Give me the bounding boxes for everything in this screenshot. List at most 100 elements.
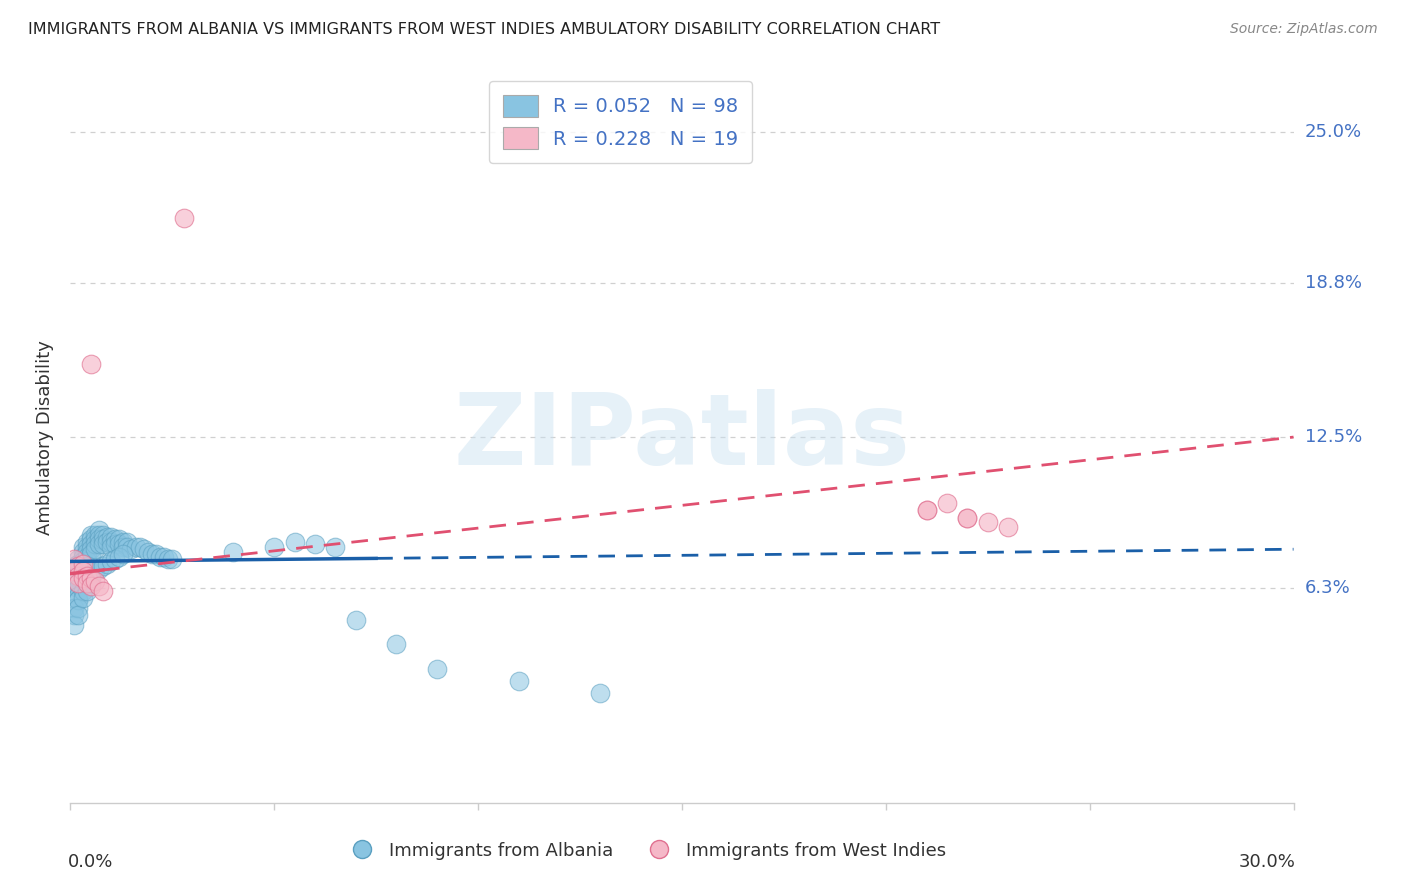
Point (76, 559, 98, 574)
Point (67, 576, 90, 591)
Point (76, 535, 98, 549)
Point (72, 583, 94, 598)
Point (385, 637, 408, 651)
Point (91, 533, 114, 547)
Point (76, 569, 98, 583)
Point (67, 562, 90, 576)
Point (79, 357, 103, 371)
Text: IMMIGRANTS FROM ALBANIA VS IMMIGRANTS FROM WEST INDIES AMBULATORY DISABILITY COR: IMMIGRANTS FROM ALBANIA VS IMMIGRANTS FR… (28, 22, 941, 37)
Point (72, 554, 94, 568)
Point (173, 211, 195, 225)
Point (263, 540, 285, 554)
Point (67, 593, 90, 607)
Point (72, 557, 94, 571)
Point (162, 552, 183, 566)
Point (323, 540, 347, 554)
Point (87, 527, 110, 541)
Point (67, 581, 90, 595)
Point (117, 535, 139, 549)
Text: ZIPatlas: ZIPatlas (454, 389, 910, 485)
Point (112, 540, 135, 554)
Point (79, 537, 103, 551)
Point (117, 540, 139, 554)
Point (100, 554, 122, 568)
Point (76, 544, 98, 558)
Point (87, 537, 110, 551)
Point (344, 613, 367, 627)
Point (63, 569, 86, 583)
Point (76, 576, 98, 591)
Point (63, 608, 86, 623)
Point (145, 547, 167, 561)
Point (508, 673, 530, 688)
Point (976, 516, 998, 530)
Point (63, 617, 86, 632)
Y-axis label: Ambulatory Disability: Ambulatory Disability (37, 340, 55, 534)
Point (79, 572, 103, 586)
Point (108, 533, 131, 547)
Point (91, 527, 114, 541)
Point (79, 533, 103, 547)
Point (72, 564, 94, 578)
Point (100, 535, 122, 549)
Point (91, 583, 114, 598)
Point (63, 564, 86, 578)
Point (112, 535, 135, 549)
Point (72, 564, 94, 578)
Point (72, 549, 94, 564)
Point (87, 533, 110, 547)
Point (83, 574, 105, 588)
Point (96, 530, 118, 544)
Point (112, 547, 135, 561)
Point (63, 552, 86, 566)
Point (108, 537, 131, 551)
Point (96, 535, 118, 549)
Point (83, 537, 105, 551)
Point (104, 552, 127, 566)
Point (63, 564, 86, 578)
Point (76, 583, 98, 598)
Point (67, 552, 90, 566)
Text: 12.5%: 12.5% (1305, 428, 1362, 446)
Point (284, 535, 307, 549)
Legend: Immigrants from Albania, Immigrants from West Indies: Immigrants from Albania, Immigrants from… (337, 835, 953, 867)
Point (72, 544, 94, 558)
Point (79, 542, 103, 557)
Point (63, 579, 86, 593)
Point (83, 533, 105, 547)
Point (67, 557, 90, 571)
Point (997, 520, 1019, 534)
Point (589, 686, 612, 700)
Point (63, 574, 86, 588)
Point (149, 549, 172, 564)
Text: Source: ZipAtlas.com: Source: ZipAtlas.com (1230, 22, 1378, 37)
Point (108, 549, 131, 564)
Point (72, 540, 94, 554)
Point (936, 496, 959, 510)
Point (76, 549, 98, 564)
Point (79, 527, 103, 541)
Point (426, 662, 449, 676)
Point (67, 566, 90, 581)
Point (121, 542, 143, 557)
Point (83, 542, 105, 557)
Point (76, 554, 98, 568)
Point (63, 559, 86, 574)
Point (141, 547, 163, 561)
Point (67, 576, 90, 591)
Point (124, 540, 146, 554)
Text: 25.0%: 25.0% (1305, 123, 1362, 141)
Point (915, 503, 938, 517)
Text: 0.0%: 0.0% (67, 853, 114, 871)
Point (72, 559, 94, 574)
Point (87, 523, 110, 537)
Point (100, 530, 122, 544)
Point (87, 562, 110, 576)
Point (104, 533, 127, 547)
Point (60, 576, 83, 591)
Point (79, 569, 103, 583)
Text: 18.8%: 18.8% (1305, 275, 1361, 293)
Point (72, 569, 94, 583)
Point (91, 537, 114, 551)
Point (128, 540, 150, 554)
